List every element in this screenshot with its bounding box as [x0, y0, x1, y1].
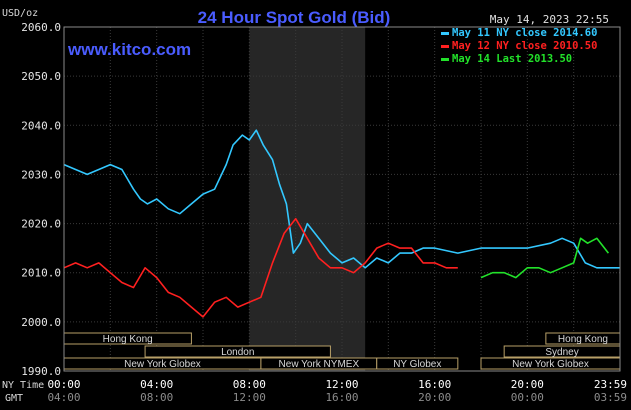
legend-swatch-2: [441, 58, 449, 61]
y-tick-label-2: 2040.0: [21, 119, 61, 132]
legend-swatch-1: [441, 45, 449, 48]
legend-label-0: May 11 NY close 2014.60: [452, 27, 597, 39]
plot-frame: [63, 26, 621, 372]
market-label-7: New York Globex: [512, 359, 589, 370]
x-tick-gmt-1: 08:00: [140, 391, 173, 404]
x-tick-gmt-0: 04:00: [47, 391, 80, 404]
chart-title: 24 Hour Spot Gold (Bid): [198, 8, 391, 27]
y-tick-label-5: 2010.0: [21, 267, 61, 280]
y-axis-unit: USD/oz: [2, 8, 38, 19]
x-tick-ny-3: 12:00: [325, 378, 358, 391]
x-tick-ny-4: 16:00: [418, 378, 451, 391]
x-tick-ny-5: 20:00: [511, 378, 544, 391]
y-tick-label-4: 2020.0: [21, 218, 61, 231]
x-axis-labels: 00:00 04:00 08:00 12:00 16:00 20:00 23:5904:00…: [47, 378, 627, 404]
x-tick-gmt-2: 12:00: [233, 391, 266, 404]
x-tick-gmt-4: 20:00: [418, 391, 451, 404]
x-tick-ny-0: 00:00: [47, 378, 80, 391]
market-label-4: New York Globex: [124, 359, 201, 370]
x-tick-gmt-5: 00:00: [511, 391, 544, 404]
y-tick-label-3: 2030.0: [21, 168, 61, 181]
y-tick-label-7: 1990.0: [21, 365, 61, 378]
market-label-6: NY Globex: [393, 359, 441, 370]
x-tick-ny-6: 23:59: [594, 378, 627, 391]
watermark: www.kitco.com: [67, 40, 191, 59]
legend-label-1: May 12 NY close 2010.50: [452, 40, 597, 52]
legend-label-2: May 14 Last 2013.50: [452, 53, 572, 65]
market-label-3: Sydney: [545, 347, 578, 358]
x-tick-gmt-3: 16:00: [325, 391, 358, 404]
legend-swatch-0: [441, 32, 449, 35]
x-row-label-gmt: GMT: [5, 393, 23, 404]
market-label-5: New York NYMEX: [279, 359, 360, 370]
y-tick-label-1: 2050.0: [21, 70, 61, 83]
series-line-0: [63, 129, 620, 269]
x-tick-ny-2: 08:00: [233, 378, 266, 391]
x-tick-gmt-6: 03:59: [594, 391, 627, 404]
y-tick-label-6: 2000.0: [21, 316, 61, 329]
market-box-6: [376, 357, 459, 370]
market-label-2: London: [221, 347, 254, 358]
series-line-1: [63, 217, 458, 318]
market-label-0: Hong Kong: [103, 334, 153, 345]
timestamp: May 14, 2023 22:55: [490, 13, 609, 26]
y-tick-label-0: 2060.0: [21, 21, 61, 34]
price-series: [63, 129, 620, 318]
x-tick-ny-1: 04:00: [140, 378, 173, 391]
market-label-1: Hong Kong: [558, 334, 608, 345]
shaded-region: [249, 27, 366, 371]
y-axis-labels: 2060.0 2050.0 2040.0 2030.0 2020.0 2010.0 2000…: [21, 21, 61, 378]
series-line-2: [480, 237, 610, 279]
market-box-2: [144, 345, 331, 358]
x-row-label-ny: NY Time: [2, 380, 44, 391]
